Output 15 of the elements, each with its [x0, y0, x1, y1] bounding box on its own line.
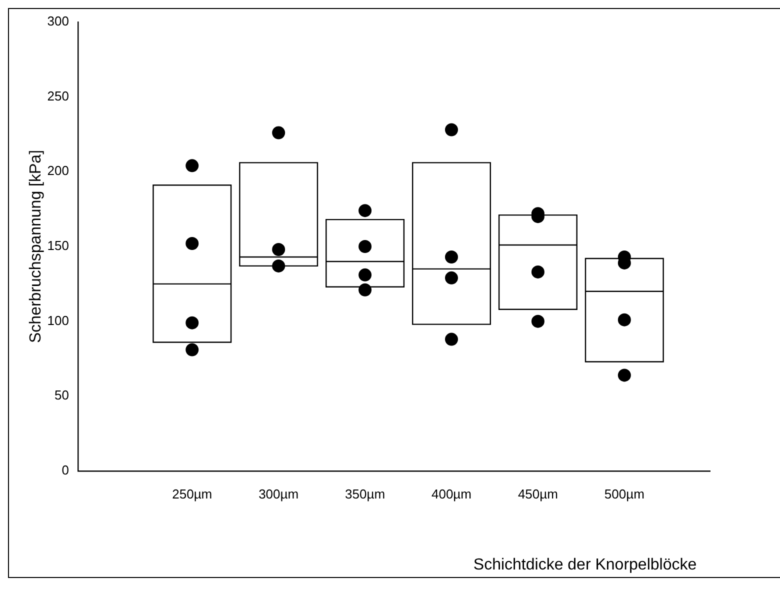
y-tick-label: 50 — [54, 388, 69, 403]
y-tick-label: 250 — [47, 88, 69, 104]
y-tick-label: 150 — [47, 238, 69, 254]
x-tick-label: 500µm — [604, 486, 644, 502]
y-tick-label: 100 — [47, 312, 69, 328]
x-tick-label: 400µm — [431, 486, 472, 502]
x-tick-label: 350µm — [345, 486, 386, 502]
y-tick-label: 200 — [47, 163, 69, 178]
y-axis-title: Scherbruchspannung [kPa] — [27, 150, 44, 344]
x-tick-label: 250µm — [172, 486, 212, 502]
y-tick-label: 300 — [47, 14, 69, 29]
x-tick-label: 300µm — [258, 486, 299, 502]
y-tick-label: 0 — [62, 462, 69, 478]
x-tick-label: 450µm — [518, 486, 558, 502]
x-axis-title: Schichtdicke der Knorpelblöcke — [473, 556, 697, 574]
